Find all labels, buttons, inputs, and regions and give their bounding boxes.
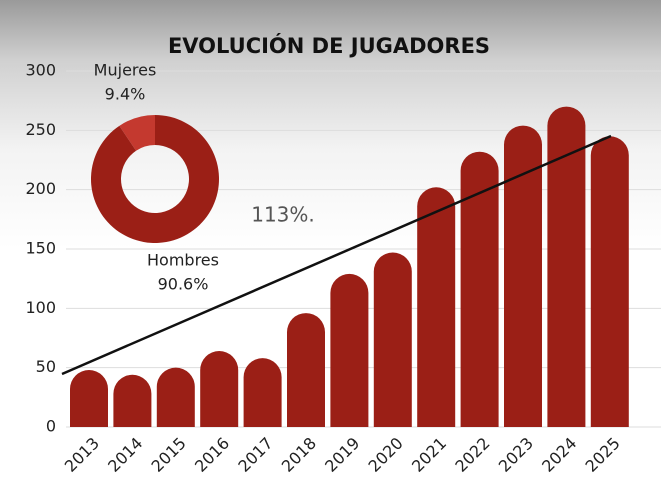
donut-group: Mujeres 9.4% Hombres 90.6% xyxy=(90,61,219,294)
slice-label: Hombres xyxy=(147,251,219,270)
bar xyxy=(156,367,195,427)
slice-value-label: 90.6% xyxy=(158,275,209,294)
bar xyxy=(373,252,412,427)
y-tick-label: 50 xyxy=(36,357,56,376)
slice-label: Mujeres xyxy=(94,61,157,80)
bar xyxy=(460,151,499,427)
bar xyxy=(113,374,152,427)
chart-title: EVOLUCIÓN DE JUGADORES xyxy=(168,33,490,58)
bar xyxy=(243,358,282,427)
bar xyxy=(70,370,109,427)
donut-slice xyxy=(119,115,155,151)
y-tick-label: 250 xyxy=(25,120,56,139)
bar xyxy=(504,125,542,427)
y-tick-label: 150 xyxy=(25,239,56,258)
bar xyxy=(417,187,456,427)
bar xyxy=(590,136,629,427)
slice-value-label: 9.4% xyxy=(105,85,146,104)
bar xyxy=(200,351,239,427)
trend-line xyxy=(61,134,612,376)
y-tick-label: 0 xyxy=(46,417,56,436)
y-tick-label: 200 xyxy=(25,179,56,198)
y-tick-label: 100 xyxy=(25,298,56,317)
bar xyxy=(330,273,369,427)
annotation: 113%. xyxy=(251,203,315,227)
bar xyxy=(287,313,325,427)
bar xyxy=(547,106,586,427)
donut-slice xyxy=(90,115,219,243)
y-tick-label: 300 xyxy=(25,61,56,80)
